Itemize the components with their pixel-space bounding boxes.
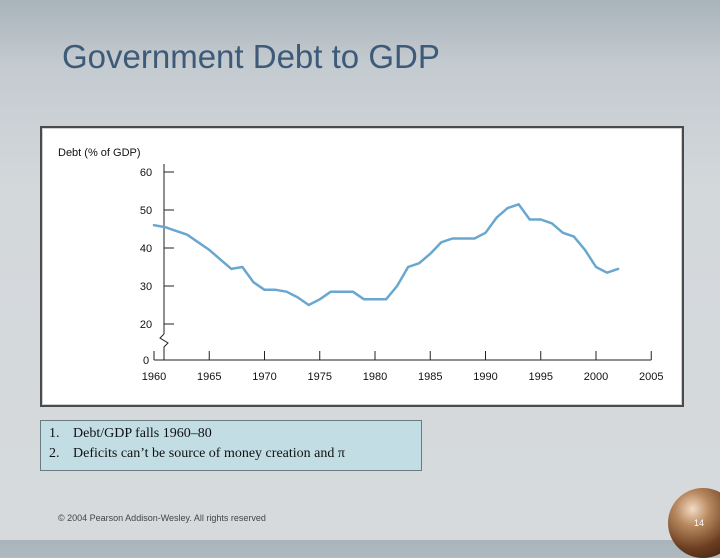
x-tick-label: 1965 [197,371,221,383]
note-text: Deficits can’t be source of money creati… [73,446,345,461]
copyright-footer: © 2004 Pearson Addison-Wesley. All right… [58,513,266,523]
y-tick-label: 20 [140,319,152,331]
x-tick-label: 1975 [308,371,332,383]
note-number: 2. [49,446,60,461]
y-axis-break-mark [159,333,169,360]
x-tick-label: 1990 [473,371,497,383]
x-tick-label: 1980 [363,371,387,383]
y-tick-label: 60 [140,167,152,179]
note-item-2: 2. Deficits can’t be source of money crea… [49,446,345,462]
x-tick-label: 2005 [639,371,663,383]
y-tick-label: 40 [140,243,152,255]
note-text: Debt/GDP falls 1960–80 [73,426,212,441]
debt-gdp-chart: Debt (% of GDP) 0 20 30 40 50 60 1960 1965 1970 19… [58,147,663,383]
y-axis-label: Debt (% of GDP) [58,147,141,159]
chart-frame: Debt (% of GDP) 0 20 30 40 50 60 1960 1965 1970 19… [40,126,684,407]
x-tick-label: 1985 [418,371,442,383]
y-tick-label: 30 [140,281,152,293]
x-tick-label: 2000 [584,371,608,383]
slide-title: Government Debt to GDP [62,38,440,75]
x-tick-label: 1995 [529,371,553,383]
x-tick-label: 1960 [142,371,166,383]
debt-series-line [152,203,620,307]
y-tick-label: 50 [140,205,152,217]
note-item-1: 1. Debt/GDP falls 1960–80 [49,426,212,442]
note-number: 1. [49,426,60,441]
y-tick-label: 0 [143,355,149,367]
page-number: 14 [694,518,705,528]
x-tick-label: 1970 [252,371,276,383]
notes-box: 1. Debt/GDP falls 1960–80 2. Deficits can’… [40,420,422,471]
